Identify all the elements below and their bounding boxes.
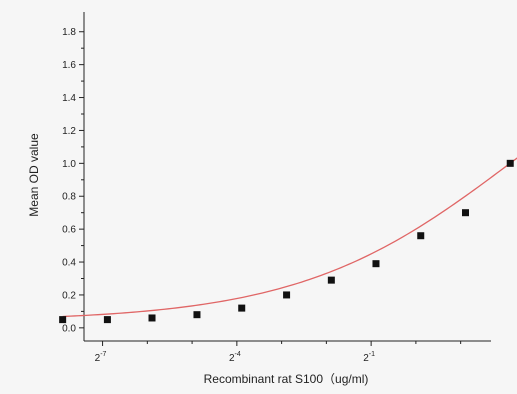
data-point: [59, 316, 67, 324]
y-tick-label: 1.8: [62, 27, 76, 38]
x-tick-label: 2-7: [95, 351, 107, 364]
y-tick-label: 0.2: [62, 290, 76, 301]
data-point: [238, 304, 246, 312]
y-tick-label: 0.8: [62, 192, 76, 203]
data-point: [148, 314, 156, 322]
x-tick-label: 2-1: [363, 351, 375, 364]
x-axis-label: Recombinant rat S100（ug/ml): [204, 372, 369, 386]
y-axis-label: Mean OD value: [27, 133, 41, 217]
data-point: [461, 209, 469, 217]
x-tick-label: 2-4: [229, 351, 241, 364]
y-tick-label: 1.6: [62, 60, 76, 71]
fit-curve: [62, 157, 517, 318]
axis-labels: Recombinant rat S100（ug/ml) Mean OD valu…: [27, 133, 368, 386]
y-tick-label: 1.2: [62, 126, 76, 137]
data-point: [327, 276, 335, 284]
y-tick-label: 0.6: [62, 225, 76, 236]
y-tick-label: 1.4: [62, 93, 76, 104]
data-point: [103, 316, 111, 324]
data-point: [372, 260, 380, 268]
data-point: [283, 291, 291, 299]
fit-curve-group: [62, 157, 517, 318]
data-point: [506, 159, 514, 167]
y-tick-label: 1.0: [62, 159, 76, 170]
data-point: [193, 311, 201, 319]
data-point: [417, 232, 425, 240]
y-tick-label: 0.4: [62, 258, 76, 269]
axes: 0.0 0.2 0.4 0.6 0.8 1.0 1.2 1.4 1.6 1.8 2-7 2-4 2-1: [62, 12, 491, 364]
y-tick-label: 0.0: [62, 323, 76, 334]
data-points: [59, 159, 514, 324]
